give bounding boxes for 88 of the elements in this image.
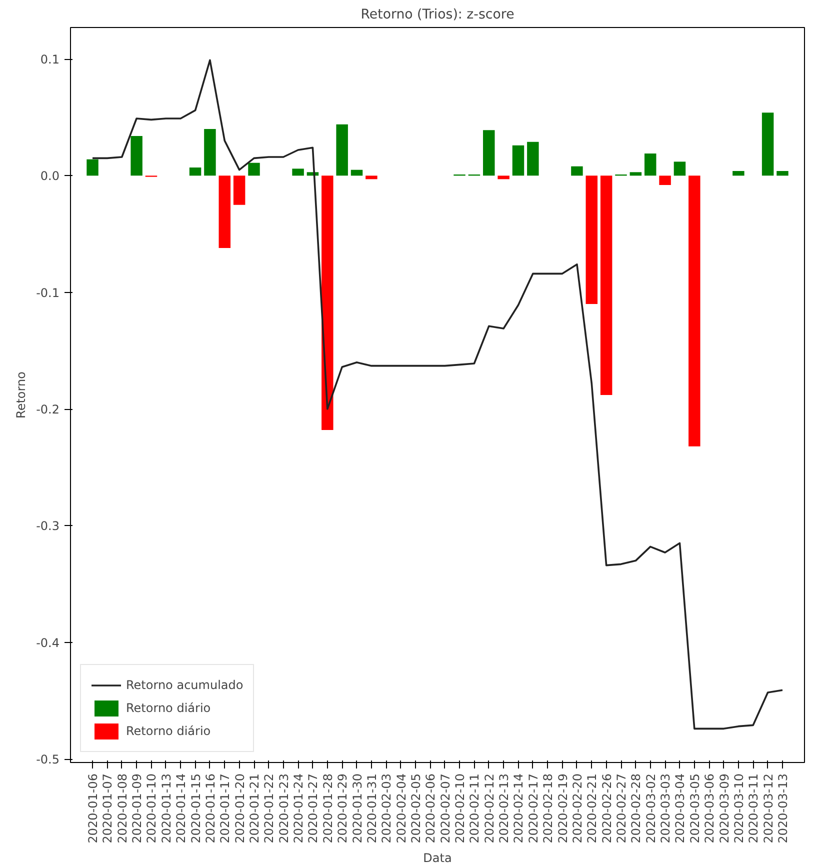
x-tick-label: 2020-01-22 [262,773,276,844]
x-tick-label: 2020-01-29 [336,773,350,844]
x-tick-label: 2020-01-20 [232,773,247,844]
x-tick-label: 2020-01-17 [218,773,232,844]
bar [189,168,202,176]
x-tick-label: 2020-03-03 [658,773,673,844]
bar [292,168,304,176]
x-tick-label: 2020-01-08 [115,773,130,844]
bar [336,124,348,176]
x-tick-label: 2020-02-27 [614,773,628,844]
x-tick-label: 2020-03-02 [644,773,658,844]
bar [571,166,583,176]
x-tick-label: 2020-02-17 [526,773,540,844]
x-tick-label: 2020-01-06 [86,773,100,844]
bar [498,176,510,180]
legend-label: Retorno acumulado [126,678,244,692]
x-tick-label: 2020-01-21 [248,773,262,844]
bar [527,142,539,176]
bar [86,159,98,176]
y-tick-label: -0.4 [36,636,60,650]
x-tick-label: 2020-01-27 [306,773,320,844]
x-tick-label: 2020-01-07 [100,773,115,844]
y-tick-label: 0.1 [40,52,60,66]
x-tick-label: 2020-01-30 [350,773,364,844]
x-tick-label: 2020-02-03 [380,773,394,844]
bar [776,171,788,176]
bar [732,171,744,176]
x-tick-label: 2020-01-31 [364,773,379,844]
x-tick-label: 2020-02-06 [424,773,438,844]
bar [204,129,216,176]
x-axis-title: Data [423,851,452,866]
x-tick-label: 2020-03-12 [761,773,776,844]
x-tick-label: 2020-02-12 [482,773,496,844]
x-tick-label: 2020-02-05 [408,773,423,844]
x-tick-label: 2020-01-14 [174,773,188,844]
bar [586,176,598,304]
bar [644,154,656,176]
y-tick-label: -0.3 [36,519,60,534]
x-tick-label: 2020-01-13 [159,773,174,844]
x-tick-label: 2020-01-09 [130,773,144,844]
bar [674,162,686,176]
bar [659,176,671,185]
x-tick-label: 2020-02-21 [585,773,600,844]
y-axis-title: Retorno [14,372,28,418]
x-tick-label: 2020-02-04 [394,773,408,844]
bar [762,112,774,176]
x-tick-label: 2020-02-13 [497,773,512,844]
x-tick-label: 2020-02-10 [453,773,468,844]
x-tick-label: 2020-02-28 [629,773,644,844]
x-tick-label: 2020-03-09 [717,773,732,844]
x-tick-label: 2020-01-28 [320,773,335,844]
bar [233,176,246,205]
x-tick-label: 2020-01-10 [144,773,159,844]
x-tick-label: 2020-03-06 [702,773,717,844]
x-tick-label: 2020-02-18 [541,773,556,844]
y-tick-label: -0.2 [36,402,60,416]
x-tick-label: 2020-03-04 [673,773,688,844]
bar [218,176,231,248]
chart-title: Retorno (Trios): z-score [360,8,514,22]
x-tick-label: 2020-01-15 [188,773,203,844]
bar [483,130,495,176]
bar [248,162,260,176]
bar [350,170,363,176]
x-tick-label: 2020-02-26 [600,773,614,844]
bar [600,176,612,395]
x-tick-label: 2020-02-11 [468,773,482,844]
x-tick-label: 2020-02-19 [556,773,570,844]
bar [688,176,700,446]
x-tick-label: 2020-03-13 [776,773,790,844]
bar [630,172,642,176]
bar [512,145,524,176]
y-tick-label: -0.1 [36,286,60,300]
bar [322,176,334,430]
x-tick-label: 2020-03-05 [688,773,702,844]
y-tick-label: -0.5 [36,752,60,766]
x-tick-label: 2020-02-20 [570,773,584,844]
x-tick-label: 2020-01-23 [276,773,291,844]
y-tick-label: 0.0 [40,169,60,184]
x-tick-label: 2020-02-14 [512,773,526,844]
x-tick-label: 2020-02-07 [438,773,452,844]
bar [130,136,142,176]
x-tick-label: 2020-03-10 [732,773,746,844]
x-tick-label: 2020-03-11 [746,773,761,844]
legend-label: Retorno diário [126,701,211,715]
x-tick-label: 2020-01-24 [292,773,306,844]
bar [366,176,378,180]
x-tick-label: 2020-01-16 [203,773,218,844]
legend-label: Retorno diário [126,724,211,738]
